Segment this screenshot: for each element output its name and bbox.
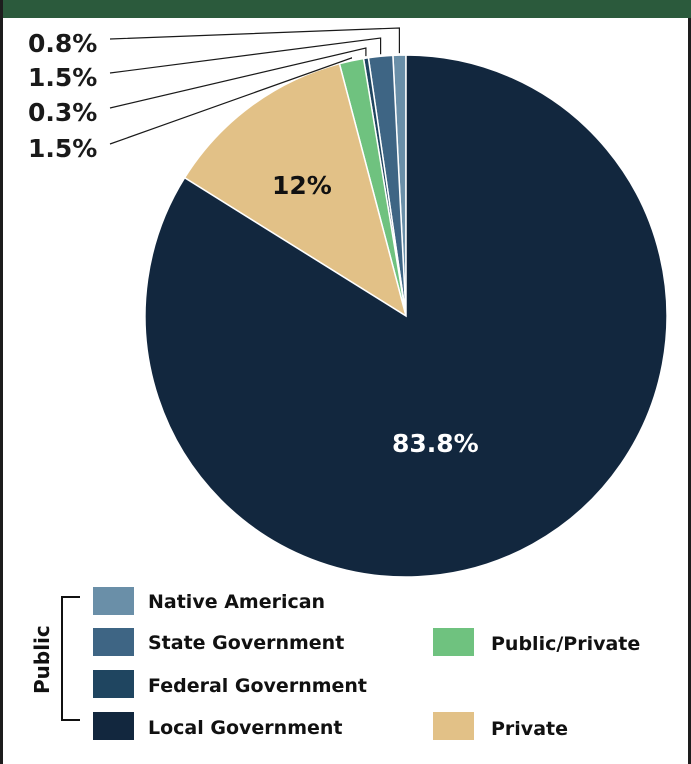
- legend-label-local-government: Local Government: [148, 717, 342, 739]
- slice-labels: 0.8% 1.5% 0.3% 1.5% 12% 83.8%: [28, 29, 479, 458]
- legend-label-private: Private: [491, 718, 568, 740]
- legend-item-state-government: State Government: [93, 628, 344, 656]
- label-public-private: 1.5%: [28, 134, 97, 163]
- legend-item-public-private: Public/Private: [433, 628, 640, 656]
- legend-item-local-government: Local Government: [93, 712, 342, 740]
- label-state-government: 1.5%: [28, 63, 97, 92]
- legend-label-state-government: State Government: [148, 632, 344, 654]
- label-private: 12%: [272, 171, 332, 200]
- legend: Public Native American State Government …: [30, 587, 640, 740]
- legend-swatch-federal-government: [93, 670, 134, 698]
- legend-swatch-state-government: [93, 628, 134, 656]
- legend-swatch-local-government: [93, 712, 134, 740]
- legend-label-native-american: Native American: [148, 591, 325, 613]
- label-local-government: 83.8%: [392, 429, 479, 458]
- legend-swatch-private: [433, 712, 474, 740]
- legend-label-public-private: Public/Private: [491, 633, 640, 655]
- legend-swatch-native-american: [93, 587, 134, 615]
- leader-line-native-american: [109, 27, 400, 54]
- callout-leader-lines: [109, 27, 400, 145]
- legend-label-federal-government: Federal Government: [148, 675, 367, 697]
- legend-item-native-american: Native American: [93, 587, 325, 615]
- pie-slices: [144, 54, 668, 578]
- leader-line-federal-government: [109, 47, 367, 109]
- leader-line-public-private: [109, 57, 352, 145]
- legend-item-federal-government: Federal Government: [93, 670, 367, 698]
- slice-local-government: [144, 54, 668, 578]
- leader-line-state-government: [109, 37, 382, 74]
- label-native-american: 0.8%: [28, 29, 97, 58]
- legend-swatch-public-private: [433, 628, 474, 656]
- legend-public-bracket: Public: [30, 596, 80, 721]
- label-federal-government: 0.3%: [28, 98, 97, 127]
- legend-group-label: Public: [30, 625, 54, 694]
- header-bar: [3, 0, 691, 18]
- legend-item-private: Private: [433, 712, 568, 740]
